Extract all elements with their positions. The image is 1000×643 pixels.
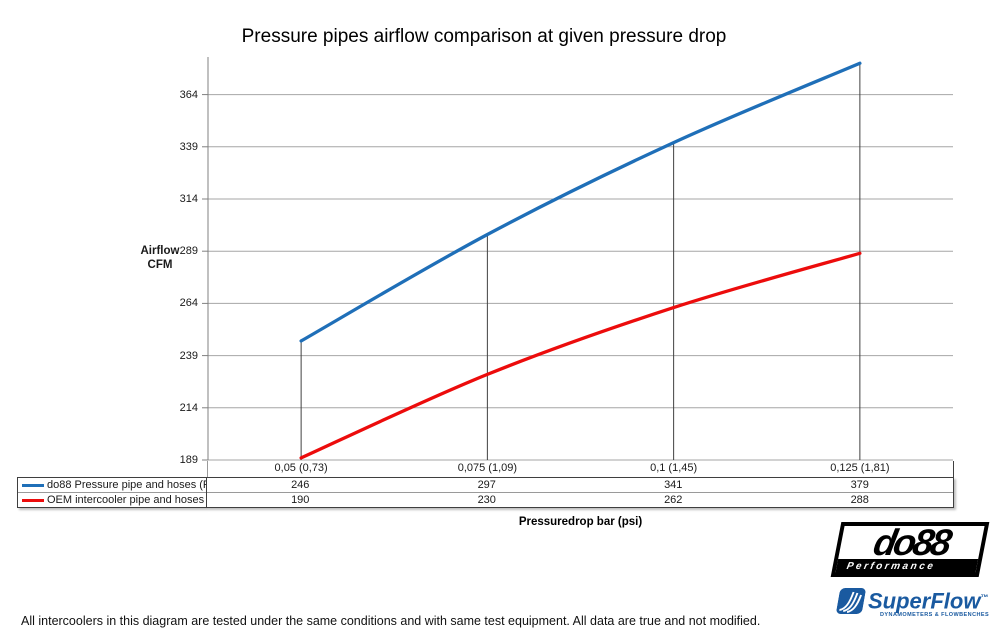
do88-logo-text: do88 <box>870 522 953 563</box>
legend-series-name: OEM intercooler pipe and hoses <box>47 494 205 506</box>
x-axis-tick-label: 0,075 (1,09) <box>457 462 518 474</box>
legend-row: OEM intercooler pipe and hoses <box>18 492 206 507</box>
y-axis-title-line1: Airflow <box>140 245 180 257</box>
series-line <box>299 61 862 343</box>
legend-series-name: do88 Pressure pipe and hoses (PP-03) <box>47 479 206 491</box>
superflow-tagline: DYNAMOMETERS & FLOWBENCHES <box>880 612 990 619</box>
y-axis-tick-label: 364 <box>179 88 198 101</box>
legend-row: do88 Pressure pipe and hoses (PP-03) <box>18 478 206 492</box>
chart-title: Pressure pipes airflow comparison at giv… <box>241 26 727 47</box>
y-axis-tick-label: 314 <box>179 192 198 205</box>
values-table: 246 297 341 379 190 230 262 288 <box>207 477 954 508</box>
series-value-cell: 246 <box>291 479 310 491</box>
series-line <box>299 251 862 460</box>
do88-performance-label: Performance <box>835 559 979 574</box>
y-axis-title-line2: CFM <box>147 259 173 271</box>
series-value-cell: 297 <box>477 479 496 491</box>
values-row: 190 230 262 288 <box>207 492 953 507</box>
superflow-logo-text: SuperFlow™ <box>868 588 989 614</box>
x-axis-labels-row: 0,05 (0,73) 0,075 (1,09) 0,1 (1,45) 0,125 (… <box>207 461 954 477</box>
x-axis-tick-label: 0,1 (1,45) <box>650 462 698 474</box>
series-value-cell: 230 <box>477 494 496 506</box>
y-axis-title: Airflow CFM <box>134 244 186 272</box>
y-axis-tick-label: 264 <box>179 297 198 310</box>
y-axis-tick-label: 214 <box>179 401 198 414</box>
x-axis-title: Pressuredrop bar (psi) <box>518 516 643 528</box>
legend-line-swatch <box>22 483 44 487</box>
do88-logo: do88 Performance <box>830 522 990 577</box>
x-axis-tick-label: 0,125 (1,81) <box>830 462 890 474</box>
legend-line-swatch <box>22 498 44 502</box>
series-value-cell: 379 <box>850 479 869 491</box>
superflow-logo: SuperFlow™ DYNAMOMETERS & FLOWBENCHES <box>836 587 990 619</box>
footer-note: All intercoolers in this diagram are tes… <box>21 614 761 628</box>
y-axis-tick-label: 189 <box>179 454 198 466</box>
y-axis-tick-label: 339 <box>179 140 198 153</box>
y-axis-tick-label: 289 <box>179 245 198 258</box>
x-axis-tick-label: 0,05 (0,73) <box>274 462 328 474</box>
series-value-cell: 262 <box>664 494 683 506</box>
series-value-cell: 341 <box>664 479 683 491</box>
series-value-cell: 288 <box>850 494 869 506</box>
y-axis-tick-label: 239 <box>179 349 198 362</box>
series-value-cell: 190 <box>291 494 310 506</box>
values-row: 246 297 341 379 <box>207 478 953 492</box>
superflow-wave-icon <box>836 588 866 614</box>
legend-table: do88 Pressure pipe and hoses (PP-03) OEM … <box>17 477 207 508</box>
trademark-symbol: ™ <box>980 593 989 602</box>
